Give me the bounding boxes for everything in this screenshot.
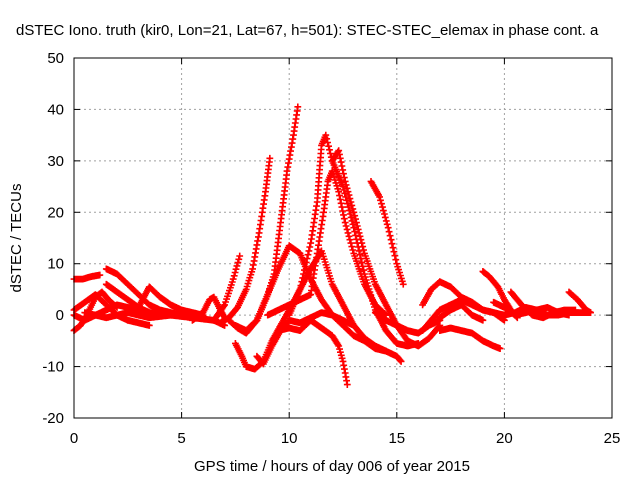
- series-24: [436, 301, 487, 324]
- x-tick-label: 25: [604, 430, 621, 447]
- x-axis-label: GPS time / hours of day 006 of year 2015: [194, 458, 470, 475]
- x-tick-label: 15: [388, 430, 405, 447]
- series-28: [507, 288, 579, 322]
- series-markers: [285, 131, 422, 350]
- series-29: [565, 288, 594, 316]
- x-tick-label: 20: [496, 430, 513, 447]
- series-markers: [436, 324, 504, 352]
- y-tick-label: 50: [47, 50, 64, 67]
- x-tick-label: 5: [177, 430, 185, 447]
- y-tick-label: -20: [42, 410, 64, 427]
- y-axis-label: dSTEC / TECUs: [8, 184, 25, 293]
- series-markers: [253, 309, 390, 368]
- grid-lines: [74, 58, 612, 418]
- series-markers: [328, 147, 444, 350]
- x-tick-label: 10: [281, 430, 298, 447]
- chart-title: dSTEC Iono. truth (kir0, Lon=21, Lat=67,…: [16, 22, 599, 39]
- series-markers: [565, 288, 594, 316]
- series-markers: [275, 316, 351, 388]
- series-markers: [436, 301, 487, 324]
- series-markers: [70, 271, 104, 283]
- series-markers: [135, 283, 207, 319]
- series-18: [285, 131, 422, 350]
- plot-frame: [73, 57, 613, 419]
- series-markers: [507, 288, 579, 322]
- series-15: [253, 309, 390, 368]
- y-tick-label: 10: [47, 256, 64, 273]
- y-tick-label: -10: [42, 359, 64, 376]
- series-19: [328, 147, 444, 350]
- series-7: [135, 283, 207, 319]
- tick-labels: 0 5 10 15 20 25 -20 -10 0 10 20 30 40 50: [42, 50, 620, 447]
- series-markers: [216, 154, 274, 327]
- series-25: [436, 324, 504, 352]
- x-tick-label: 0: [70, 430, 78, 447]
- series-10: [210, 252, 244, 324]
- y-tick-label: 30: [47, 153, 64, 170]
- series-11: [216, 154, 274, 327]
- series-16: [275, 316, 351, 388]
- series-markers: [367, 178, 407, 288]
- y-tick-label: 40: [47, 101, 64, 118]
- y-tick-label: 20: [47, 204, 64, 221]
- series-20: [367, 178, 407, 288]
- y-tick-label: 0: [56, 307, 64, 324]
- data-series: [70, 103, 594, 388]
- series-markers: [210, 252, 244, 324]
- series-1: [70, 271, 104, 283]
